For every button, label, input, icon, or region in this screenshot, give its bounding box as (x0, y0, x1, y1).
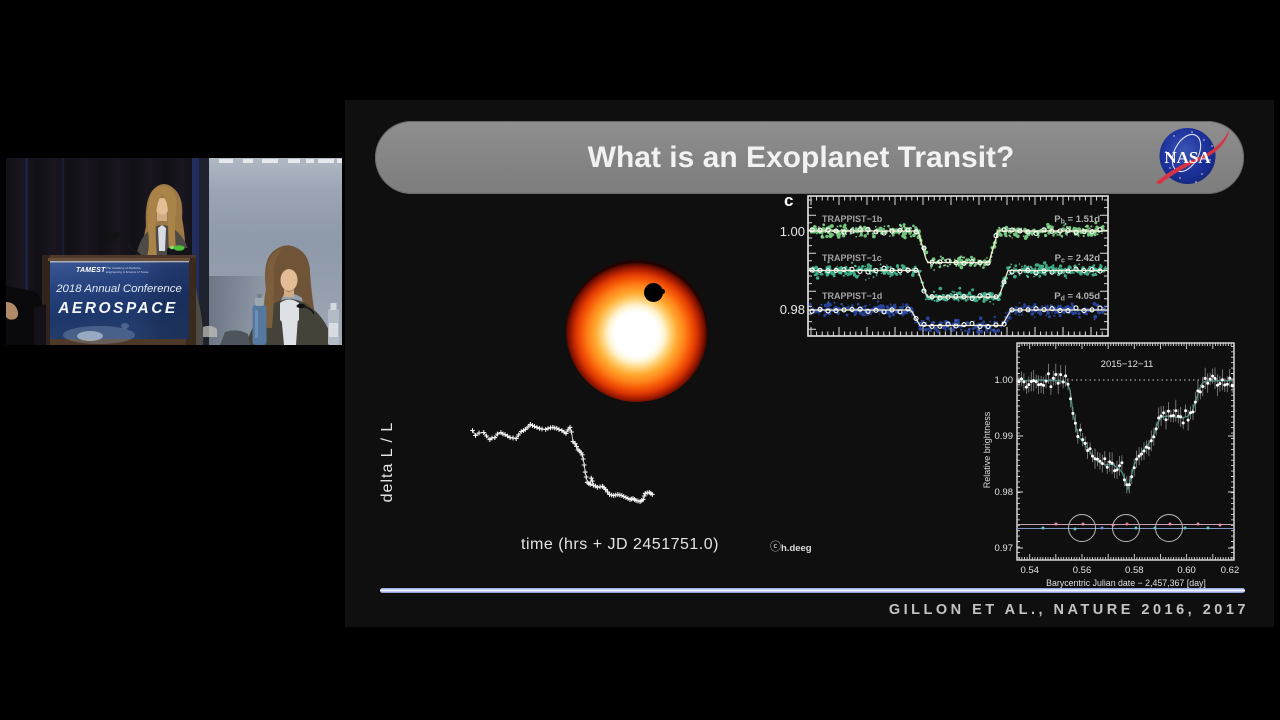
svg-text:TRAPPIST−1d: TRAPPIST−1d (822, 291, 882, 301)
svg-text:Barycentric Julian date − 2,45: Barycentric Julian date − 2,457,367 [day… (1046, 578, 1206, 588)
svg-text:TAMEST: TAMEST (76, 267, 106, 274)
svg-text:0.98: 0.98 (780, 302, 805, 317)
svg-text:AEROSPACE: AEROSPACE (57, 300, 178, 317)
svg-text:h.deeg: h.deeg (781, 543, 812, 554)
svg-text:2015−12−11: 2015−12−11 (1101, 359, 1154, 370)
svg-text:Engineering & Science of Texas: Engineering & Science of Texas (106, 270, 149, 274)
svg-text:0.58: 0.58 (1125, 565, 1144, 576)
svg-text:TRAPPIST−1b: TRAPPIST−1b (822, 214, 883, 224)
svg-text:0.99: 0.99 (995, 431, 1014, 442)
svg-text:The Academy of Medicine,: The Academy of Medicine, (106, 266, 142, 270)
svg-text:Pd = 4.05d: Pd = 4.05d (1054, 291, 1100, 303)
svg-text:2018 Annual Conference: 2018 Annual Conference (55, 283, 182, 295)
svg-text:1.00: 1.00 (780, 224, 805, 239)
svg-text:0.97: 0.97 (995, 543, 1014, 554)
svg-text:0.62: 0.62 (1221, 565, 1240, 576)
svg-text:delta L / L: delta L / L (379, 422, 396, 503)
svg-text:Relative brightness: Relative brightness (982, 411, 992, 488)
svg-text:TRAPPIST−1c: TRAPPIST−1c (822, 253, 882, 263)
svg-text:1.00: 1.00 (995, 375, 1014, 386)
svg-text:ⓒ: ⓒ (770, 540, 781, 553)
svg-text:0.98: 0.98 (995, 487, 1014, 498)
svg-text:Pb = 1.51d: Pb = 1.51d (1054, 214, 1100, 226)
svg-text:c: c (784, 191, 793, 210)
svg-text:0.56: 0.56 (1073, 565, 1092, 576)
svg-text:Pc = 2.42d: Pc = 2.42d (1055, 253, 1101, 265)
svg-text:time (hrs + JD 2451751.0): time (hrs + JD 2451751.0) (521, 536, 719, 553)
svg-text:0.54: 0.54 (1020, 565, 1038, 576)
svg-text:NASA: NASA (1164, 148, 1211, 167)
svg-text:0.60: 0.60 (1177, 565, 1196, 576)
